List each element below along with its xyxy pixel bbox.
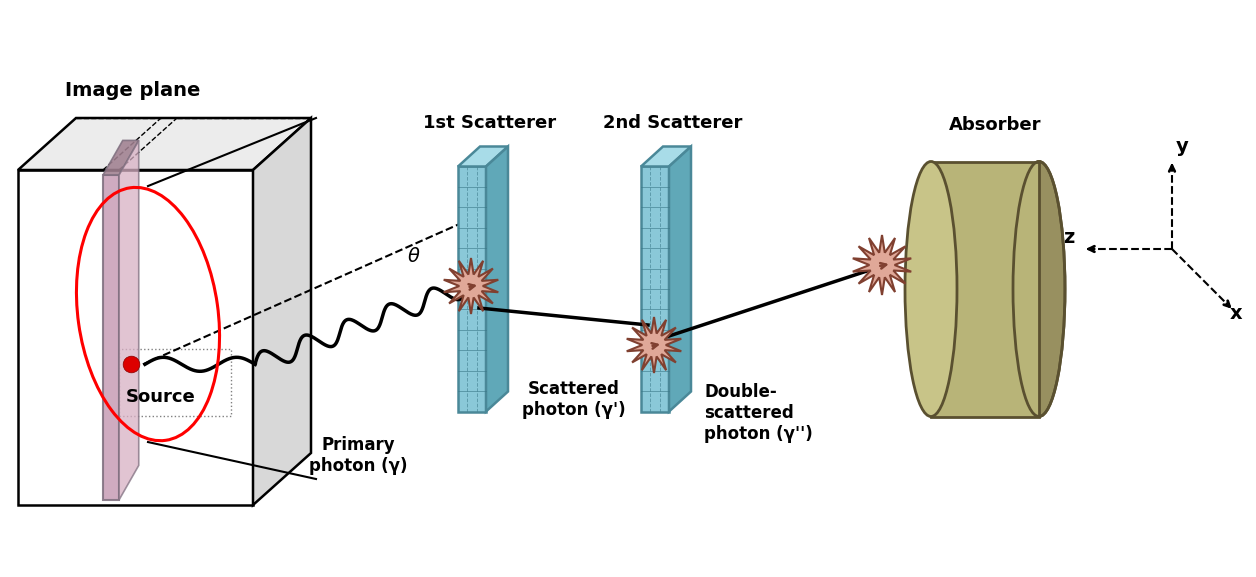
Polygon shape [486, 147, 507, 411]
Ellipse shape [906, 162, 957, 417]
Text: y: y [1176, 137, 1188, 156]
Polygon shape [669, 147, 691, 411]
Polygon shape [627, 317, 681, 373]
Polygon shape [443, 258, 499, 314]
Text: Absorber: Absorber [948, 115, 1041, 133]
Text: Source: Source [126, 388, 196, 406]
Polygon shape [458, 147, 507, 167]
Polygon shape [641, 167, 669, 411]
Polygon shape [103, 175, 119, 500]
Text: x: x [1230, 304, 1242, 323]
Text: Scattered
photon (γ'): Scattered photon (γ') [521, 380, 625, 419]
Text: Image plane: Image plane [65, 81, 201, 100]
Polygon shape [458, 167, 486, 411]
Polygon shape [18, 170, 252, 505]
Polygon shape [641, 147, 691, 167]
Polygon shape [103, 140, 138, 175]
Polygon shape [931, 162, 1039, 417]
Ellipse shape [1014, 162, 1065, 417]
Polygon shape [119, 140, 138, 500]
Text: Primary
photon (γ): Primary photon (γ) [309, 436, 408, 475]
Text: z: z [1064, 228, 1075, 247]
Text: θ: θ [408, 248, 420, 267]
Text: Double-
scattered
photon (γ''): Double- scattered photon (γ'') [705, 383, 813, 443]
Text: 1st Scatterer: 1st Scatterer [423, 114, 556, 133]
Polygon shape [18, 118, 311, 170]
Text: 2nd Scatterer: 2nd Scatterer [603, 114, 742, 133]
Polygon shape [252, 118, 311, 505]
Polygon shape [853, 235, 912, 295]
